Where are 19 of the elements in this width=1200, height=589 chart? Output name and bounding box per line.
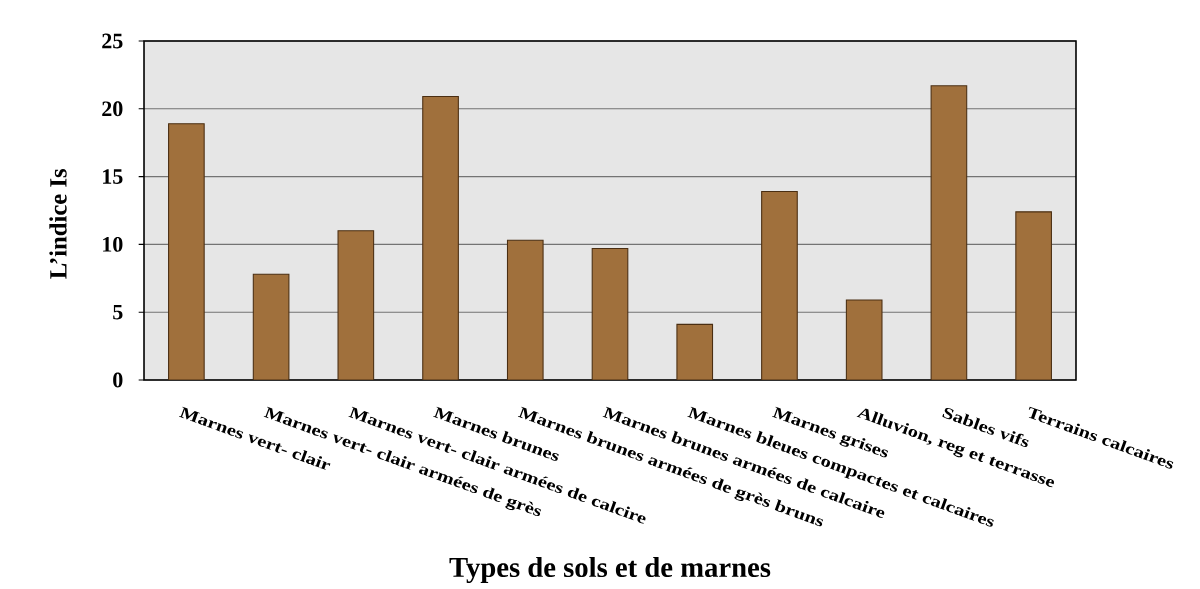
y-tick-label: 20	[102, 101, 123, 117]
bar	[761, 190, 798, 380]
bar	[506, 239, 544, 380]
bar	[845, 299, 883, 380]
bar	[252, 273, 290, 380]
y-tick-label: 10	[103, 236, 123, 252]
y-tick-label: 25	[102, 33, 123, 49]
y-tick-label: 5	[113, 304, 123, 320]
bar	[676, 323, 714, 380]
x-axis-title: Types de sols et de marnes	[449, 556, 771, 584]
bar	[591, 247, 629, 380]
bar	[1015, 211, 1052, 380]
bar	[168, 123, 205, 380]
bar	[337, 230, 375, 380]
y-tick-label: 15	[103, 169, 123, 184]
y-tick-label: 0	[113, 372, 123, 388]
y-axis-title: L’indice Is	[49, 169, 67, 279]
bar	[930, 85, 968, 380]
bar	[422, 96, 459, 380]
